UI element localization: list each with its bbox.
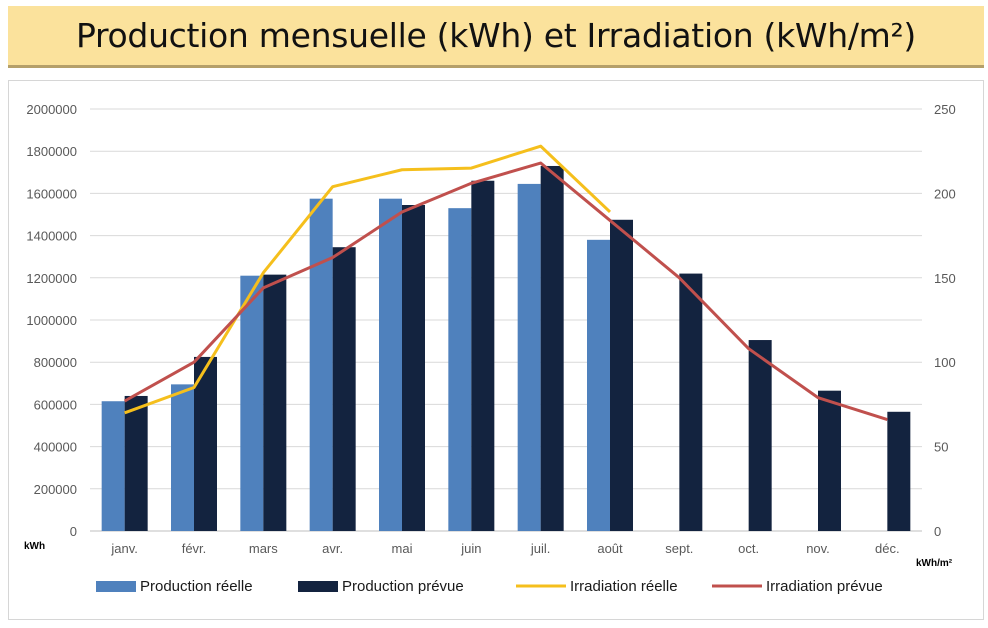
bar-production-prevue	[194, 356, 217, 531]
y-right-tick-label: 150	[934, 271, 956, 286]
y-left-tick-label: 0	[70, 524, 77, 539]
x-tick-label: janv.	[110, 541, 138, 556]
x-tick-label: nov.	[806, 541, 830, 556]
x-tick-label: avr.	[322, 541, 343, 556]
y-right-tick-label: 50	[934, 440, 948, 455]
bar-production-reelle	[448, 208, 472, 532]
chart-title: Production mensuelle (kWh) et Irradiatio…	[75, 16, 917, 55]
y-right-tick-label: 100	[934, 355, 956, 370]
legend-swatch	[298, 581, 338, 592]
bar-production-prevue	[124, 395, 148, 531]
bar-production-prevue	[263, 274, 287, 531]
y-left-tick-label: 1400000	[26, 229, 77, 244]
bars	[101, 165, 911, 532]
x-tick-label: juin	[460, 541, 481, 556]
title-banner: Production mensuelle (kWh) et Irradiatio…	[8, 6, 984, 68]
bar-production-prevue	[887, 411, 911, 531]
bar-production-prevue	[540, 165, 564, 531]
bar-production-prevue	[818, 390, 841, 531]
x-tick-label: sept.	[665, 541, 693, 556]
bar-production-prevue	[748, 340, 772, 531]
x-tick-label: mai	[392, 541, 413, 556]
bar-production-prevue	[471, 180, 495, 532]
legend: Production réelle Production prévue Irradi…	[96, 578, 883, 595]
y-right-tick-label: 0	[934, 524, 941, 539]
chart-frame	[8, 80, 984, 620]
x-tick-label: mars	[249, 541, 278, 556]
y-right-tick-label: 200	[934, 186, 956, 201]
right-axis-unit: kWh/m²	[916, 558, 953, 569]
y-left-tick-label: 200000	[34, 482, 77, 497]
y-left-tick-label: 1600000	[26, 186, 77, 201]
x-tick-label: déc.	[875, 541, 900, 556]
legend-swatch	[96, 581, 136, 592]
bar-production-prevue	[402, 205, 425, 531]
legend-label: Production réelle	[140, 578, 253, 595]
x-tick-label: oct.	[738, 541, 759, 556]
left-axis-unit: kWh	[24, 541, 45, 552]
y-right-tick-label: 250	[934, 102, 956, 117]
y-left-tick-label: 600000	[34, 397, 77, 412]
legend-label: Irradiation prévue	[766, 578, 883, 595]
x-tick-label: août	[597, 541, 623, 556]
y-left-tick-label: 400000	[34, 440, 77, 455]
bar-production-prevue	[610, 219, 633, 531]
bar-production-reelle	[379, 198, 402, 532]
tick-labels: 0 200000 400000 600000 800000 1000000 1200000 1…	[26, 102, 955, 556]
bar-production-prevue	[332, 247, 356, 531]
x-tick-label: févr.	[182, 541, 207, 556]
bar-production-reelle	[517, 183, 541, 531]
y-left-tick-label: 1000000	[26, 313, 77, 328]
y-left-tick-label: 2000000	[26, 102, 77, 117]
gridlines	[90, 108, 922, 532]
bar-production-reelle	[101, 401, 125, 531]
lines	[123, 144, 888, 422]
bar-production-reelle	[171, 384, 194, 531]
y-left-tick-label: 1800000	[26, 144, 77, 159]
bar-production-reelle	[309, 198, 333, 532]
y-left-tick-label: 800000	[34, 355, 77, 370]
line-irradiation-prevue	[123, 161, 888, 422]
x-tick-label: juil.	[530, 541, 551, 556]
legend-label: Irradiation réelle	[570, 578, 678, 595]
bar-production-reelle	[587, 239, 610, 531]
line-irradiation-reelle	[124, 144, 612, 415]
legend-label: Production prévue	[342, 578, 464, 595]
bar-production-reelle	[240, 275, 264, 531]
bar-production-prevue	[679, 273, 703, 531]
y-left-tick-label: 1200000	[26, 271, 77, 286]
